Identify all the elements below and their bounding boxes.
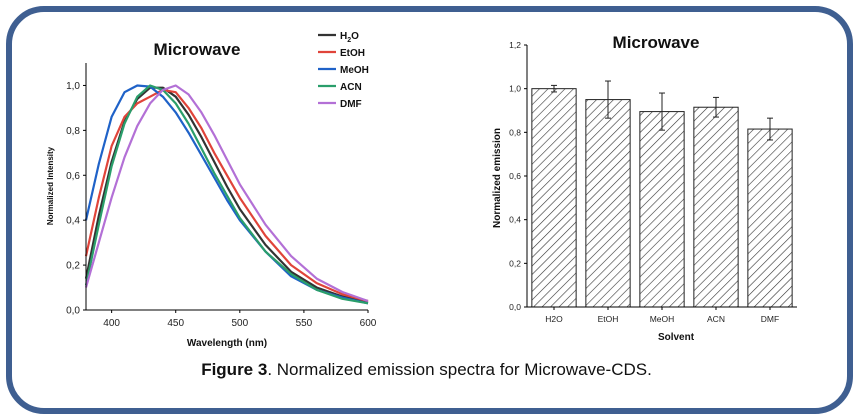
line-y-tick-label: 0,4	[66, 216, 80, 227]
series-line-etoh	[84, 88, 369, 303]
bar-acn	[693, 106, 739, 308]
line-x-tick-label: 500	[231, 318, 248, 329]
bar-y-tick-label: 1,0	[509, 84, 521, 94]
line-x-tick-label: 400	[103, 318, 120, 329]
legend-label-etoh: EtOH	[340, 48, 365, 59]
series-line-dmf	[84, 84, 369, 303]
line-y-tick-label: 0,8	[66, 126, 80, 137]
bar-x-axis-label: Solvent	[658, 332, 695, 343]
line-y-tick-label: 0,2	[66, 261, 80, 272]
legend-label-dmf: DMF	[340, 99, 362, 110]
legend-label-h2o: H2O	[340, 31, 359, 44]
bar-x-tick-label: ACN	[707, 314, 725, 324]
legend-label-acn: ACN	[340, 82, 362, 93]
line-chart: Microwave 0,0 0,2 0,4 0,6 0,8 1,0 400 450 500 550 6…	[46, 31, 377, 349]
bar-y-tick-label: 0,4	[509, 215, 521, 225]
line-x-axis-label: Wavelength (nm)	[187, 338, 267, 349]
line-x-tick-label: 550	[296, 318, 313, 329]
bar-x-tick-label: EtOH	[598, 314, 619, 324]
bar-y-tick-label: 1,2	[509, 40, 521, 50]
bar-y-tick-label: 0,6	[509, 171, 521, 181]
line-y-tick-label: 1,0	[66, 81, 80, 92]
bar-h2o	[531, 88, 577, 308]
bar-x-tick-label: MeOH	[650, 314, 675, 324]
line-y-axis-label: Normalized Intensity	[46, 146, 55, 225]
bar-y-axis-label: Normalized emission	[492, 128, 503, 228]
legend-label-meoh: MeOH	[340, 65, 369, 76]
bar-meoh	[639, 111, 685, 308]
series-line-acn	[84, 84, 369, 305]
line-x-tick-label: 450	[167, 318, 184, 329]
caption-text: . Normalized emission spectra for Microw…	[267, 360, 652, 379]
bar-x-tick-label: DMF	[761, 314, 779, 324]
line-y-tick-label: 0,0	[66, 306, 80, 317]
series-line-meoh	[84, 84, 369, 305]
caption-label: Figure 3	[201, 360, 268, 379]
bar-y-tick-label: 0,8	[509, 127, 521, 137]
line-chart-title: Microwave	[154, 40, 241, 59]
bar-chart: Microwave H2O EtOH MeOH ACN DMF 0,0 0,2 0,4 0,6 0,…	[492, 33, 797, 343]
bar-dmf	[747, 128, 793, 308]
bar-etoh	[585, 99, 631, 308]
line-chart-legend: H2O EtOH MeOH ACN DMF	[318, 31, 369, 110]
bar-chart-title: Microwave	[613, 33, 700, 52]
line-y-tick-label: 0,6	[66, 171, 80, 182]
figure-caption: Figure 3. Normalized emission spectra fo…	[0, 360, 853, 380]
bar-y-tick-label: 0,0	[509, 302, 521, 312]
line-x-tick-label: 600	[360, 318, 377, 329]
bar-y-tick-label: 0,2	[509, 258, 521, 268]
bar-x-tick-label: H2O	[545, 314, 563, 324]
